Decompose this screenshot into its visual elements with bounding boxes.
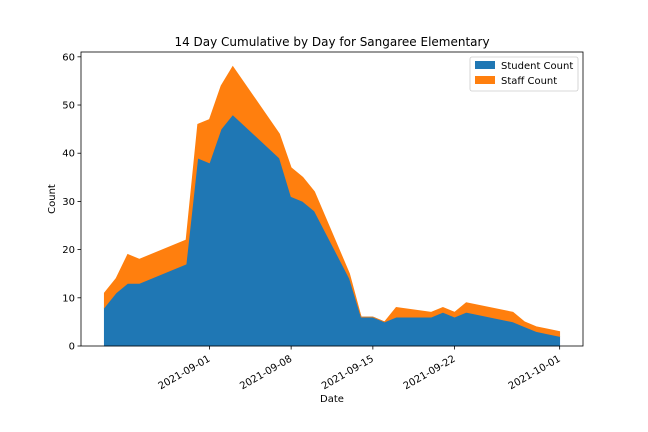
chart-title: 14 Day Cumulative by Day for Sangaree El…	[174, 35, 489, 49]
y-tick-label: 40	[62, 149, 75, 160]
legend-frame	[469, 56, 579, 92]
legend-label-student: Student Count	[501, 61, 573, 72]
y-axis: 0 10 20 30 40 50 60	[62, 52, 81, 353]
legend: Student Count Staff Count	[469, 56, 579, 92]
y-tick-label: 20	[62, 245, 75, 256]
y-tick-label: 10	[62, 293, 75, 304]
x-axis-title: Date	[320, 394, 344, 405]
y-tick-label: 50	[62, 101, 75, 112]
legend-label-staff: Staff Count	[501, 76, 557, 87]
legend-swatch-student	[475, 61, 495, 69]
y-tick-label: 0	[69, 342, 75, 353]
area-staff-count	[103, 65, 561, 337]
y-tick-label: 60	[62, 52, 75, 63]
y-axis-title: Count	[47, 184, 58, 214]
y-tick-label: 30	[62, 197, 75, 208]
legend-swatch-staff	[475, 76, 495, 84]
plot-frame	[80, 51, 584, 347]
